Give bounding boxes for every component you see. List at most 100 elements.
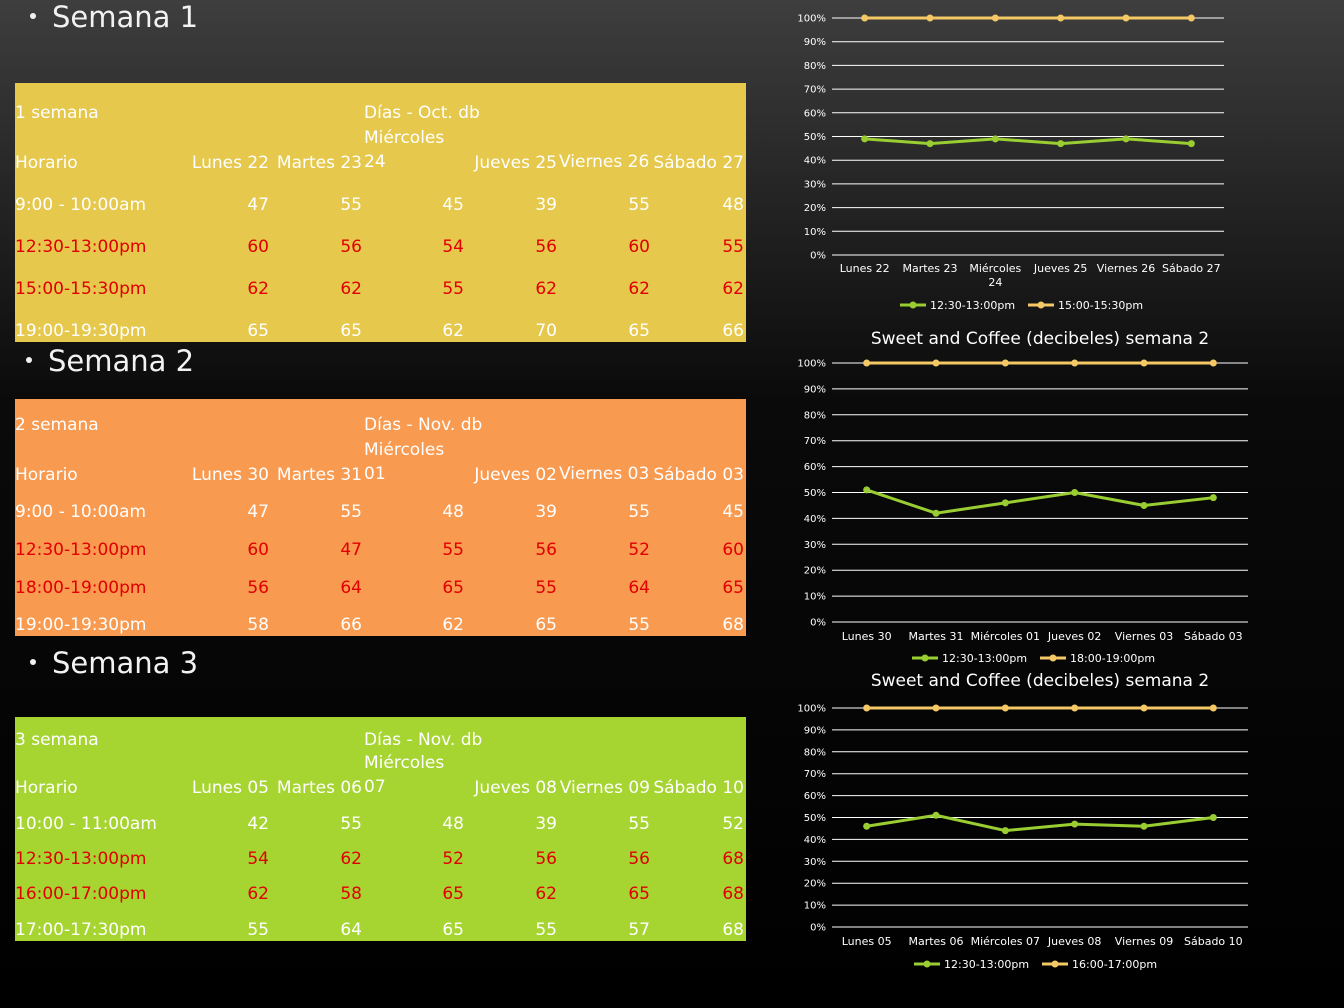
cell-value: 65: [628, 884, 650, 904]
row-label: 10:00 - 11:00am: [15, 814, 157, 834]
cell-value: 55: [628, 814, 650, 834]
cell-value: 62: [247, 279, 269, 299]
cell-value: 52: [442, 849, 464, 869]
cell-value: 68: [722, 920, 744, 940]
cell-value: 47: [247, 502, 269, 522]
chart-title: Sweet and Coffee (decibeles) semana 2: [871, 671, 1209, 691]
data-point: [1071, 704, 1079, 712]
cell-value: 62: [628, 279, 650, 299]
cell-value: 55: [247, 920, 269, 940]
y-tick-label: 90%: [804, 37, 826, 48]
column-header: Martes 23: [276, 153, 362, 173]
data-point: [861, 14, 869, 22]
table-row: 12:30-13:00pm 60 56 54 56 60 55: [15, 216, 746, 258]
x-tick-label: Viernes 03: [1115, 630, 1173, 643]
cell-value: 42: [247, 814, 269, 834]
legend-marker: [1037, 301, 1045, 309]
cell-value: 47: [340, 540, 362, 560]
column-header: Jueves 25: [474, 153, 557, 173]
cell-value: 65: [247, 321, 269, 341]
week-2-table: 2 semana Días - Nov. db Horario Lunes 30…: [15, 399, 746, 636]
legend-marker: [1051, 960, 1059, 968]
data-point: [1057, 14, 1065, 22]
week-2-heading-text: Semana 2: [48, 344, 195, 378]
cell-value: 39: [535, 195, 557, 215]
y-tick-label: 50%: [804, 132, 826, 143]
column-header: Martes 06: [276, 778, 362, 798]
data-point: [1209, 704, 1217, 712]
cell-value: 64: [340, 920, 362, 940]
data-point: [863, 486, 871, 494]
table-header-row: Horario Lunes 05 Martes 06 Miércoles 07 …: [15, 751, 746, 799]
x-tick-label: Miércoles 24: [969, 262, 1021, 289]
row-label: 19:00-19:30pm: [15, 615, 147, 635]
cell-value: 39: [535, 502, 557, 522]
data-point: [932, 359, 940, 367]
days-label: Días - Oct. db: [364, 103, 480, 123]
table-row: 12:30-13:00pm 60 47 55 56 52 60: [15, 523, 746, 561]
y-tick-label: 90%: [804, 384, 826, 395]
data-point: [1140, 822, 1148, 830]
cell-value: 68: [722, 884, 744, 904]
cell-value: 55: [340, 195, 362, 215]
week-3-heading: Semana 3: [30, 646, 198, 680]
cell-value: 56: [628, 849, 650, 869]
x-tick-label: Martes 23: [902, 262, 957, 275]
cell-value: 54: [442, 237, 464, 257]
legend-marker: [923, 960, 931, 968]
week-1-heading-text: Semana 1: [52, 0, 199, 34]
legend-label: 18:00-19:00pm: [1070, 652, 1155, 665]
column-header: Sábado 10: [653, 778, 744, 798]
y-tick-label: 30%: [804, 179, 826, 190]
y-tick-label: 80%: [804, 747, 826, 758]
column-header: Miércoles 24: [364, 128, 445, 172]
table-row: 15:00-15:30pm 62 62 55 62 62 62: [15, 258, 746, 300]
week-3-table: 3 semana Días - Nov. db Horario Lunes 05…: [15, 717, 746, 941]
row-label: 16:00-17:00pm: [15, 884, 147, 904]
cell-value: 56: [535, 849, 557, 869]
data-point: [1001, 704, 1009, 712]
week-1-table: 1 semana Días - Oct. db Horario Lunes 22…: [15, 83, 746, 342]
cell-value: 58: [340, 884, 362, 904]
cell-value: 54: [247, 849, 269, 869]
x-tick-label: Jueves 02: [1047, 630, 1102, 643]
column-header: Martes 31: [276, 465, 362, 485]
cell-value: 68: [722, 849, 744, 869]
row-label: 19:00-19:30pm: [15, 321, 147, 341]
x-tick-label: Lunes 30: [842, 630, 892, 643]
cell-value: 68: [722, 615, 744, 635]
data-point: [932, 811, 940, 819]
data-point: [926, 14, 934, 22]
cell-value: 45: [442, 195, 464, 215]
week-1-chart: 0% 10% 20% 30% 40% 50% 60% 70% 80% 90% 100% Lunes 2…: [770, 0, 1344, 330]
y-tick-label: 60%: [804, 791, 826, 802]
chart-title: Sweet and Coffee (decibeles) semana 2: [871, 329, 1209, 349]
data-point: [863, 704, 871, 712]
x-tick-label: Sábado 03: [1184, 630, 1243, 643]
y-tick-label: 30%: [804, 540, 826, 551]
y-tick-label: 30%: [804, 857, 826, 868]
cell-value: 56: [535, 237, 557, 257]
y-tick-label: 20%: [804, 566, 826, 577]
cell-value: 65: [442, 578, 464, 598]
cell-value: 65: [340, 321, 362, 341]
cell-value: 65: [628, 321, 650, 341]
cell-value: 62: [340, 279, 362, 299]
x-tick-label: Miércoles 01: [971, 630, 1040, 643]
y-tick-label: 40%: [804, 514, 826, 525]
cell-value: 55: [442, 279, 464, 299]
days-label: Días - Nov. db: [364, 415, 483, 435]
table-title: 2 semana: [15, 415, 99, 435]
data-point: [1122, 135, 1130, 143]
row-label: 9:00 - 10:00am: [15, 195, 147, 215]
row-label: 9:00 - 10:00am: [15, 502, 147, 522]
legend-label: 16:00-17:00pm: [1072, 958, 1157, 971]
week-2-heading: Semana 2: [26, 344, 194, 378]
cell-value: 55: [628, 502, 650, 522]
table-row: 16:00-17:00pm 62 58 65 62 65 68: [15, 870, 746, 905]
column-header: Lunes 22: [191, 153, 269, 173]
data-point: [1001, 499, 1009, 507]
cell-value: 58: [247, 615, 269, 635]
cell-value: 62: [722, 279, 744, 299]
cell-value: 60: [247, 540, 269, 560]
